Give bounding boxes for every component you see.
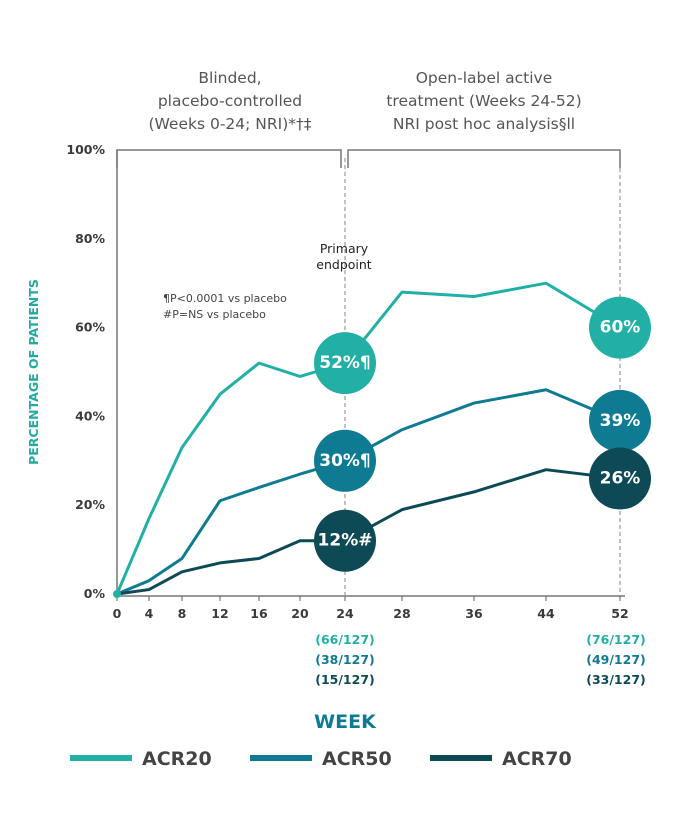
y-tick-label: 60%: [75, 320, 105, 335]
origin-point: [113, 590, 121, 598]
series-line-acr50: [115, 388, 622, 596]
y-tick-label: 80%: [75, 231, 105, 246]
x-tick-label: 8: [178, 606, 187, 621]
legend-label-acr50: ACR50: [322, 748, 392, 770]
bubble-acr20-week24: [314, 332, 376, 395]
value-bubbles: 52%¶ 30%¶ 12%# 60% 39% 26%: [314, 296, 651, 572]
count-acr20-week52: (76/127): [586, 632, 645, 647]
bubble-label: 26%: [600, 469, 641, 489]
x-tick-label: 16: [250, 606, 268, 621]
bubble-acr70-week52: [589, 447, 651, 510]
x-tick-label: 12: [211, 606, 228, 621]
series-line-acr70: [115, 468, 622, 596]
x-tick-label: 52: [611, 606, 628, 621]
count-acr20-week24: (66/127): [315, 632, 374, 647]
primary-endpoint-line1: Primary: [320, 241, 369, 256]
x-tick-label: 20: [291, 606, 309, 621]
x-tick-label: 44: [537, 606, 555, 621]
x-tick-label: 0: [113, 606, 122, 621]
open-label-bracket: [347, 149, 621, 168]
y-axis-title: PERCENTAGE OF PATIENTS: [26, 279, 41, 465]
y-tick-label: 100%: [66, 142, 105, 157]
open-label-line3: NRI post hoc analysis§ll: [393, 115, 575, 133]
y-tick-label: 0%: [84, 586, 106, 601]
open-label-line2: treatment (Weeks 24-52): [386, 92, 581, 110]
bubble-acr20-week52: [589, 296, 651, 359]
x-tick-label: 36: [465, 606, 483, 621]
x-tick-label: 28: [393, 606, 410, 621]
open-label-line1: Open-label active: [416, 69, 553, 87]
blinded-label-line3: (Weeks 0-24; NRI)*†‡: [148, 115, 311, 133]
blinded-label-line1: Blinded,: [198, 69, 261, 87]
blinded-bracket: [116, 149, 342, 168]
primary-endpoint-line2: endpoint: [316, 257, 372, 272]
bubble-acr50-week24: [314, 429, 376, 492]
x-axis-title: WEEK: [314, 711, 377, 733]
bubble-label: 39%: [600, 411, 641, 431]
count-acr50-week24: (38/127): [315, 652, 374, 667]
x-tick-label: 24: [336, 606, 354, 621]
bubble-acr50-week52: [589, 389, 651, 452]
y-ticks: 0% 20% 40% 60% 80% 100%: [66, 142, 105, 601]
bubble-label: 60%: [600, 318, 641, 338]
series-line-acr20: [115, 281, 622, 596]
count-acr70-week24: (15/127): [315, 672, 374, 687]
series-lines: [115, 281, 622, 596]
y-tick-label: 40%: [75, 408, 105, 423]
count-acr70-week52: (33/127): [586, 672, 645, 687]
y-tick-label: 20%: [75, 497, 105, 512]
footnote-p-significant: ¶P<0.0001 vs placebo: [163, 292, 287, 305]
blinded-label-line2: placebo-controlled: [158, 92, 302, 110]
bubble-acr70-week24: [314, 509, 376, 572]
count-acr50-week52: (49/127): [586, 652, 645, 667]
bubble-label: 52%¶: [319, 353, 371, 373]
footnote-p-ns: #P=NS vs placebo: [163, 308, 266, 321]
legend-label-acr20: ACR20: [142, 748, 212, 770]
legend: ACR20 ACR50 ACR70: [70, 748, 572, 770]
x-tick-label: 4: [145, 606, 154, 621]
x-ticks: 0 4 8 12 16 20 24 28 36 44 52: [113, 596, 629, 621]
legend-label-acr70: ACR70: [502, 748, 572, 770]
bubble-label: 30%¶: [319, 451, 371, 471]
bubble-label: 12%#: [318, 531, 373, 551]
